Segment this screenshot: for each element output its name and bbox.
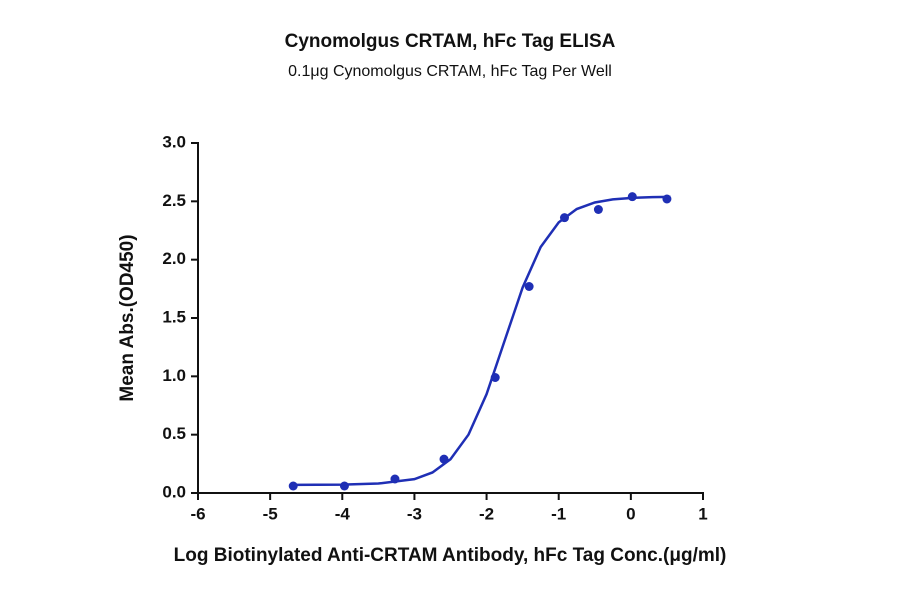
y-tick-label: 1.5 [162,307,186,326]
fit-curve [291,195,671,487]
x-tick-label: -2 [479,504,494,523]
chart-title: Cynomolgus CRTAM, hFc Tag ELISA [285,31,616,52]
x-tick-label: 0 [626,504,635,523]
x-tick-label: -6 [190,504,205,523]
y-tick-label: 0.5 [162,424,186,443]
y-tick-label: 3.0 [162,132,186,151]
y-axis-label: Mean Abs.(OD450) [117,234,138,401]
data-point [339,481,349,491]
x-tick-label: 1 [698,504,707,523]
chart-subtitle: 0.1μg Cynomolgus CRTAM, hFc Tag Per Well [288,63,612,80]
x-tick-label: -3 [407,504,422,523]
y-tick-label: 2.0 [162,249,186,268]
y-tick-label: 0.0 [162,482,186,501]
x-tick-label: -1 [551,504,566,523]
y-tick-label: 1.0 [162,366,186,385]
y-tick-label: 2.5 [162,191,186,210]
data-point [593,205,603,214]
data-point [524,282,534,291]
x-axis-label: Log Biotinylated Anti-CRTAM Antibody, hF… [174,545,727,566]
x-tick-label: -4 [335,504,351,523]
x-tick-label: -5 [263,504,278,523]
